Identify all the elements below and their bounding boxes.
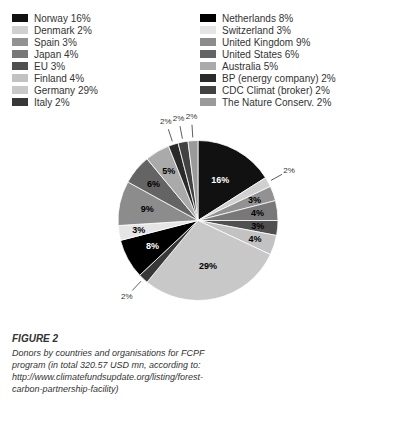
svg-text:2%: 2%	[186, 112, 198, 121]
html-text:http://www.climatefundsupdate.: http://www.climatefundsupdate.org/listin…	[12, 372, 204, 383]
svg-text:3%: 3%	[248, 195, 261, 205]
svg-text:5%: 5%	[162, 166, 175, 176]
svg-text:4%: 4%	[249, 234, 262, 244]
html-text:program (in total 320.57 USD m: program (in total 320.57 USD mn, accordi…	[12, 360, 201, 371]
svg-text:4%: 4%	[251, 208, 264, 218]
svg-text:3%: 3%	[251, 221, 264, 231]
html-text:Spain 3%: Spain 3%	[34, 36, 77, 48]
html-text:Donors by countries and organi: Donors by countries and organisations fo…	[12, 348, 205, 358]
html-text:The Nature Conserv. 2%: The Nature Conserv. 2%	[222, 96, 332, 108]
html-text:CDC Climat (broker) 2%: CDC Climat (broker) 2%	[222, 84, 330, 96]
html-text:Denmark 2%: Denmark 2%	[34, 24, 92, 36]
svg-text:16%: 16%	[211, 175, 229, 185]
html-text:Finland 4%: Finland 4%	[34, 72, 84, 84]
html-text:Norway 16%: Norway 16%	[34, 12, 91, 24]
html-text:FIGURE 2: FIGURE 2	[12, 333, 59, 344]
html-text:EU 3%: EU 3%	[34, 60, 66, 72]
html-text:United States 6%: United States 6%	[222, 48, 300, 60]
html-text:BP (energy company) 2%: BP (energy company) 2%	[222, 72, 336, 84]
html-text:Switzerland 3%: Switzerland 3%	[222, 24, 291, 36]
svg-text:2%: 2%	[173, 114, 185, 123]
html-text:Japan 4%: Japan 4%	[34, 48, 79, 60]
html-text:United Kingdom 9%: United Kingdom 9%	[222, 36, 311, 48]
svg-text:3%: 3%	[132, 225, 145, 235]
svg-text:8%: 8%	[146, 241, 159, 251]
svg-text:29%: 29%	[199, 261, 217, 271]
svg-text:6%: 6%	[147, 179, 160, 189]
html-text:Australia 5%: Australia 5%	[222, 60, 279, 72]
svg-text:2%: 2%	[283, 166, 295, 175]
html-text:Germany 29%: Germany 29%	[34, 84, 98, 96]
html-text:carbon-partnership-facility): carbon-partnership-facility)	[12, 384, 119, 395]
svg-text:2%: 2%	[121, 292, 133, 301]
html-text:Netherlands 8%: Netherlands 8%	[222, 12, 294, 24]
svg-text:2%: 2%	[160, 117, 172, 126]
html-text:Italy 2%: Italy 2%	[34, 96, 70, 108]
svg-text:9%: 9%	[141, 204, 154, 214]
